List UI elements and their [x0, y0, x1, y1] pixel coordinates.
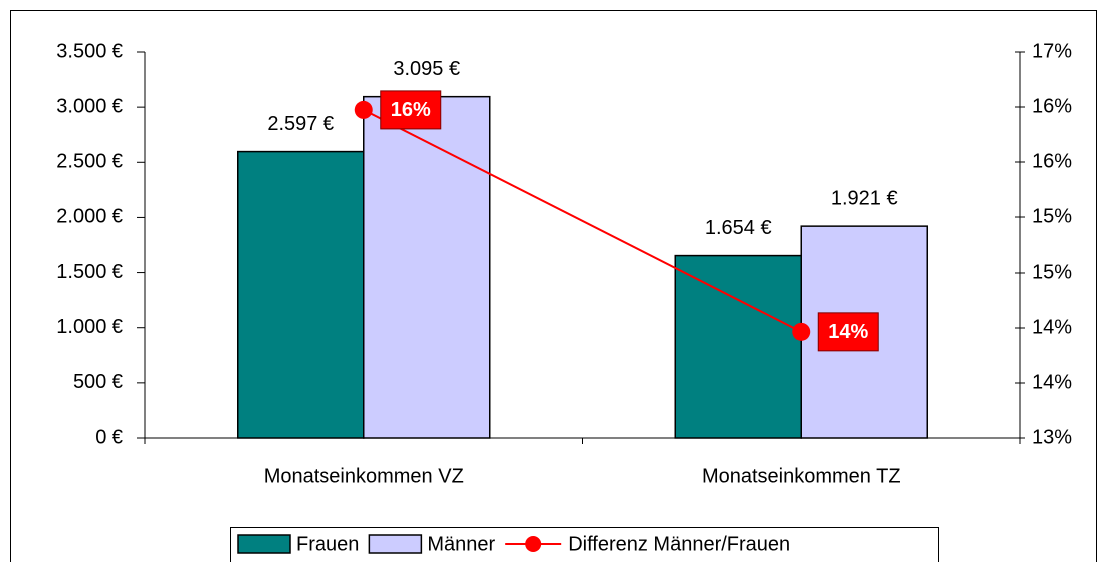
legend-label: Männer — [427, 533, 495, 555]
bar-value-label: 1.921 € — [831, 187, 898, 209]
line — [363, 109, 802, 333]
legend-swatch — [237, 534, 291, 554]
y2-tick-label: 15% — [1032, 261, 1072, 283]
bar-value-label: 1.654 € — [705, 217, 772, 239]
line-value-label: 16% — [391, 99, 431, 121]
bar — [237, 150, 365, 439]
legend-box — [230, 527, 939, 562]
line-point — [354, 100, 373, 119]
x-tick-label: Monatseinkommen VZ — [264, 465, 464, 487]
bar-value-label: 3.095 € — [393, 58, 460, 80]
chart-border — [10, 10, 1097, 562]
y-tick-label: 1.500 € — [56, 261, 123, 283]
legend-swatch-point — [525, 536, 542, 552]
legend-label: Frauen — [296, 533, 359, 555]
line-value-label: 14% — [828, 321, 868, 343]
y2-tick-label: 14% — [1032, 316, 1072, 338]
y2-tick-label: 16% — [1032, 95, 1072, 117]
bar — [363, 95, 491, 439]
value-label-box — [817, 312, 879, 352]
value-label-box — [380, 90, 442, 130]
y2-tick-label: 15% — [1032, 205, 1072, 227]
legend-label: Differenz Männer/Frauen — [568, 533, 790, 555]
y-tick-label: 1.000 € — [56, 316, 123, 338]
y-tick-label: 3.000 € — [56, 95, 123, 117]
y2-tick-label: 14% — [1032, 371, 1072, 393]
bar-value-label: 2.597 € — [267, 113, 334, 135]
y-tick-label: 0 € — [95, 426, 123, 448]
bar — [674, 254, 802, 439]
line-point — [792, 322, 811, 341]
y2-tick-label: 17% — [1032, 40, 1072, 62]
y-tick-label: 3.500 € — [56, 40, 123, 62]
y-tick-label: 500 € — [73, 371, 123, 393]
legend-swatch — [368, 534, 423, 554]
y2-tick-label: 13% — [1032, 426, 1072, 448]
y-tick-label: 2.500 € — [56, 151, 123, 173]
y-tick-label: 2.000 € — [56, 206, 123, 228]
x-tick-label: Monatseinkommen TZ — [702, 465, 901, 487]
y2-tick-label: 16% — [1032, 150, 1072, 172]
